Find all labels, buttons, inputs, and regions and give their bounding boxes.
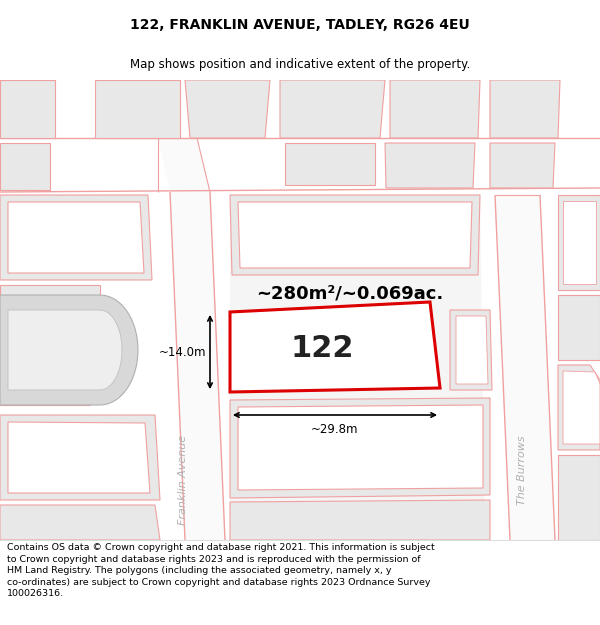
Polygon shape [558,365,600,450]
Polygon shape [0,310,90,405]
Polygon shape [230,195,485,540]
Polygon shape [450,310,492,390]
Polygon shape [95,80,180,138]
Polygon shape [495,195,555,540]
Polygon shape [238,202,472,268]
Polygon shape [558,295,600,360]
Polygon shape [0,295,138,405]
Text: The Burrows: The Burrows [517,435,527,505]
Polygon shape [0,143,50,190]
Text: ~29.8m: ~29.8m [311,423,359,436]
Polygon shape [285,143,375,185]
Polygon shape [0,80,55,138]
Polygon shape [185,80,270,138]
Polygon shape [6,317,82,398]
Polygon shape [0,415,160,500]
Text: 122, FRANKLIN AVENUE, TADLEY, RG26 4EU: 122, FRANKLIN AVENUE, TADLEY, RG26 4EU [130,18,470,32]
Polygon shape [0,80,600,540]
Polygon shape [230,500,490,540]
Text: ~14.0m: ~14.0m [158,346,206,359]
Polygon shape [558,455,600,540]
Text: Franklin Avenue: Franklin Avenue [178,435,188,525]
Polygon shape [230,398,490,498]
Polygon shape [0,195,152,280]
Polygon shape [490,143,555,188]
Polygon shape [230,302,440,392]
Polygon shape [238,405,483,490]
Text: 122: 122 [291,334,354,363]
Polygon shape [8,422,150,493]
Polygon shape [230,195,480,275]
Text: ~280m²/~0.069ac.: ~280m²/~0.069ac. [256,285,443,303]
Polygon shape [385,143,475,188]
Polygon shape [563,201,596,284]
Polygon shape [158,138,225,540]
Text: Map shows position and indicative extent of the property.: Map shows position and indicative extent… [130,58,470,71]
Polygon shape [490,80,560,138]
Polygon shape [0,285,100,300]
Polygon shape [456,316,488,384]
Polygon shape [563,371,600,444]
Text: Contains OS data © Crown copyright and database right 2021. This information is : Contains OS data © Crown copyright and d… [7,543,435,598]
Polygon shape [8,202,144,273]
Polygon shape [558,195,600,290]
Polygon shape [0,505,160,540]
Polygon shape [280,80,385,138]
Polygon shape [390,80,480,138]
Polygon shape [8,310,122,390]
